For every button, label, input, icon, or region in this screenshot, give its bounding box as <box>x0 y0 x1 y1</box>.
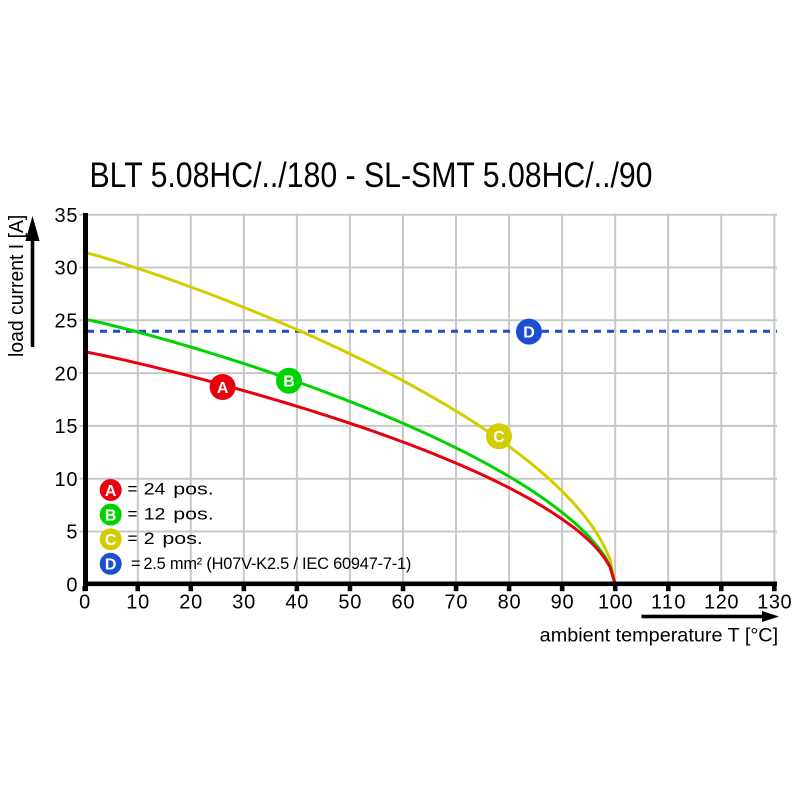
svg-text:pos.: pos. <box>173 481 213 499</box>
svg-text:10: 10 <box>55 469 78 491</box>
svg-text:A: A <box>105 483 117 500</box>
svg-text:BLT 5.08HC/../180 - SL-SMT 5.0: BLT 5.08HC/../180 - SL-SMT 5.08HC/../90 <box>90 156 653 195</box>
svg-text:12: 12 <box>144 504 166 523</box>
svg-text:0: 0 <box>66 575 77 597</box>
svg-text:D: D <box>105 557 117 574</box>
svg-text:35: 35 <box>55 205 78 227</box>
svg-text:2: 2 <box>144 528 155 547</box>
svg-text:0: 0 <box>79 592 90 614</box>
svg-text:120: 120 <box>704 592 739 614</box>
svg-text:D: D <box>523 324 535 341</box>
svg-text:50: 50 <box>338 592 361 614</box>
svg-text:=: = <box>131 555 141 573</box>
svg-text:130: 130 <box>757 592 792 614</box>
svg-text:ambient temperature T [°C]: ambient temperature T [°C] <box>540 626 778 647</box>
svg-text:B: B <box>283 374 295 391</box>
svg-text:2.5 mm² (H07V-K2.5 / IEC 60947: 2.5 mm² (H07V-K2.5 / IEC 60947-7-1) <box>143 555 411 573</box>
svg-text:B: B <box>105 507 117 524</box>
svg-text:=: = <box>128 480 138 499</box>
svg-text:C: C <box>493 429 505 446</box>
svg-text:40: 40 <box>285 592 308 614</box>
svg-text:20: 20 <box>179 592 202 614</box>
svg-text:10: 10 <box>126 592 149 614</box>
svg-text:pos.: pos. <box>173 505 213 523</box>
svg-text:80: 80 <box>498 592 521 614</box>
svg-text:=: = <box>128 529 138 548</box>
svg-text:24: 24 <box>144 479 166 498</box>
svg-text:pos.: pos. <box>162 530 202 548</box>
svg-text:5: 5 <box>66 522 77 544</box>
svg-text:100: 100 <box>598 592 633 614</box>
svg-text:15: 15 <box>55 416 78 438</box>
svg-text:C: C <box>105 532 117 549</box>
svg-text:20: 20 <box>55 363 78 385</box>
svg-text:25: 25 <box>55 311 78 333</box>
svg-text:60: 60 <box>392 592 415 614</box>
svg-text:30: 30 <box>55 258 78 280</box>
svg-text:70: 70 <box>445 592 468 614</box>
svg-text:A: A <box>217 380 229 397</box>
svg-text:90: 90 <box>551 592 574 614</box>
svg-text:=: = <box>128 504 138 523</box>
svg-text:110: 110 <box>651 592 686 614</box>
svg-text:30: 30 <box>232 592 255 614</box>
svg-text:load current I [A]: load current I [A] <box>6 215 28 357</box>
